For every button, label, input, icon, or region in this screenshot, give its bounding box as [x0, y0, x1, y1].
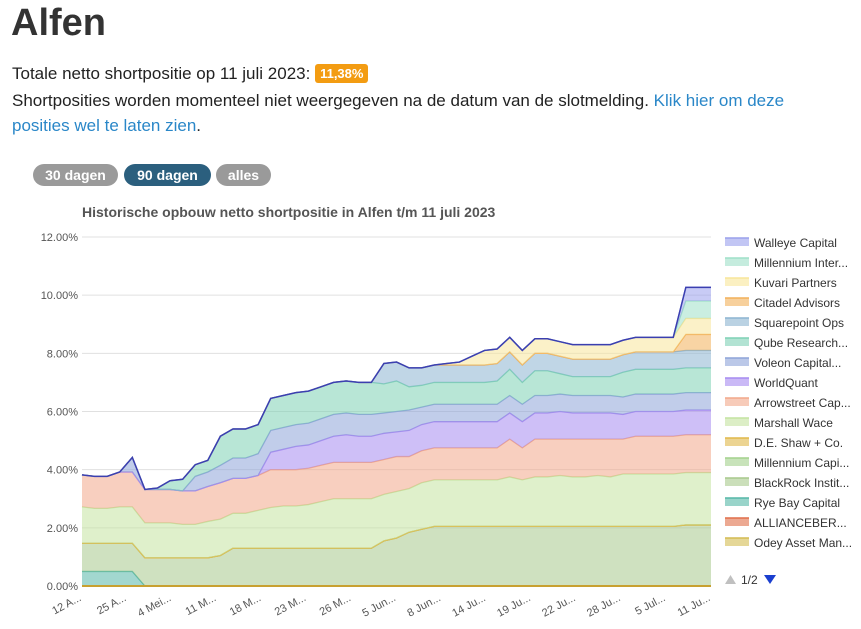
x-tick-label: 18 M... — [228, 592, 263, 618]
legend-item[interactable]: Voleon Capital... — [754, 356, 841, 370]
total-position-line: Totale netto shortpositie op 11 juli 202… — [12, 64, 369, 84]
x-tick-label: 25 A... — [95, 592, 128, 617]
legend-item[interactable]: Millennium Capi... — [754, 456, 849, 470]
y-tick-label: 2.00% — [47, 523, 78, 535]
legend-item[interactable]: Rye Bay Capital — [754, 496, 840, 510]
chart-legend: Walleye Capital Millennium Inter... Kuvari… — [725, 236, 852, 550]
x-tick-label: 23 M... — [273, 592, 308, 618]
legend-page-indicator: 1/2 — [741, 573, 758, 587]
legend-pager: 1/2 — [725, 573, 776, 587]
x-tick-label: 12 A... — [50, 592, 83, 617]
x-tick-label: 5 Jun... — [360, 592, 397, 620]
legend-swatch — [725, 318, 749, 326]
total-line — [81, 286, 711, 491]
legend-item[interactable]: ALLIANCEBER... — [754, 516, 847, 530]
legend-item[interactable]: Citadel Advisors — [754, 296, 840, 310]
x-tick-label: 26 M... — [318, 592, 353, 618]
legend-swatch — [725, 298, 749, 306]
x-tick-label: 4 Mei... — [136, 592, 173, 620]
chart-title: Historische opbouw netto shortpositie in… — [82, 204, 496, 220]
show-positions-link[interactable]: Klik hier om deze posities wel te laten … — [12, 91, 785, 135]
series-area[interactable] — [82, 472, 711, 558]
y-tick-label: 6.00% — [47, 407, 78, 419]
y-axis: 0.00% 2.00% 4.00% 6.00% 8.00% 10.00% 12.00% — [41, 232, 79, 593]
page-title: Alfen — [11, 2, 106, 44]
y-tick-label: 10.00% — [41, 290, 79, 302]
legend-item[interactable]: Walleye Capital — [754, 236, 837, 250]
legend-swatch — [725, 538, 749, 546]
legend-swatch — [725, 238, 749, 246]
legend-swatch — [725, 498, 749, 506]
series-area[interactable] — [82, 367, 711, 491]
legend-item[interactable]: Odey Asset Man... — [754, 536, 852, 550]
series-area[interactable] — [82, 350, 711, 490]
legend-item[interactable]: Kuvari Partners — [754, 276, 837, 290]
x-tick-label: 5 Jul... — [633, 592, 667, 618]
series-area[interactable] — [82, 524, 711, 586]
legend-item[interactable]: Marshall Wace — [754, 416, 833, 430]
range-30-days-button[interactable]: 30 dagen — [33, 164, 118, 186]
range-all-button[interactable]: alles — [216, 164, 271, 186]
legend-swatch — [725, 518, 749, 526]
legend-swatch — [725, 478, 749, 486]
total-position-badge: 11,38% — [315, 64, 369, 83]
legend-next-page-icon[interactable] — [764, 575, 776, 584]
chart-areas — [81, 286, 711, 587]
total-position-label: Totale netto shortpositie op 11 juli 202… — [12, 64, 311, 83]
legend-item[interactable]: Arrowstreet Cap... — [754, 396, 851, 410]
y-tick-label: 4.00% — [47, 465, 78, 477]
x-tick-label: 14 Ju... — [450, 592, 487, 620]
x-tick-label: 8 Jun... — [405, 592, 442, 620]
legend-swatch — [725, 458, 749, 466]
series-area[interactable] — [82, 434, 711, 525]
legend-item[interactable]: D.E. Shaw + Co. — [754, 436, 843, 450]
legend-swatch — [725, 378, 749, 386]
legend-swatch — [725, 418, 749, 426]
legend-swatch — [725, 438, 749, 446]
series-area[interactable] — [82, 392, 711, 491]
legend-item[interactable]: Millennium Inter... — [754, 256, 848, 270]
notice-line: Shortposities worden momenteel niet weer… — [12, 88, 842, 138]
legend-swatch — [725, 258, 749, 266]
legend-item[interactable]: Qube Research... — [754, 336, 848, 350]
legend-swatch — [725, 398, 749, 406]
notice-end: . — [196, 116, 202, 135]
legend-swatch — [725, 358, 749, 366]
y-tick-label: 8.00% — [47, 348, 78, 360]
range-90-days-button[interactable]: 90 dagen — [124, 164, 211, 186]
x-tick-label: 22 Ju... — [540, 592, 577, 620]
notice-text: Shortposities worden momenteel niet weer… — [12, 91, 649, 110]
x-tick-label: 11 Ju... — [676, 592, 713, 619]
x-tick-label: 11 M... — [184, 592, 219, 618]
legend-swatch — [725, 338, 749, 346]
x-tick-label: 28 Ju... — [585, 592, 622, 620]
y-tick-label: 12.00% — [41, 232, 79, 244]
x-axis: 12 A... 25 A... 4 Mei... 11 M... 18 M... 23 M… — [50, 592, 712, 620]
legend-item[interactable]: WorldQuant — [754, 376, 818, 390]
x-tick-label: 19 Ju... — [495, 592, 532, 620]
legend-prev-page-icon[interactable] — [725, 575, 736, 584]
y-tick-label: 0.00% — [47, 581, 78, 593]
legend-item[interactable]: Squarepoint Ops — [754, 316, 844, 330]
series-area[interactable] — [82, 410, 711, 491]
legend-swatch — [725, 278, 749, 286]
legend-item[interactable]: BlackRock Instit... — [754, 476, 849, 490]
